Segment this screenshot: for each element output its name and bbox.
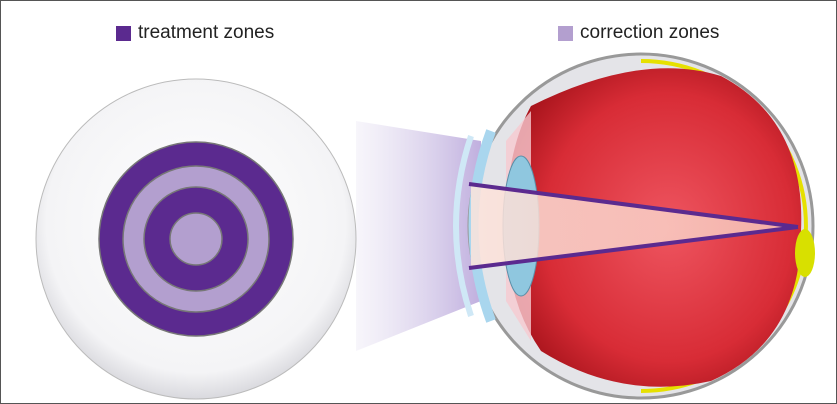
legend-label: correction zones xyxy=(580,22,719,44)
optic-nerve xyxy=(795,229,815,277)
legend-swatch xyxy=(116,26,131,41)
correction-zone-inner xyxy=(170,213,222,265)
legend-swatch xyxy=(558,26,573,41)
illustration xyxy=(1,1,836,403)
legend-label: treatment zones xyxy=(138,22,274,44)
diagram: treatment zones correction zones xyxy=(0,0,837,404)
